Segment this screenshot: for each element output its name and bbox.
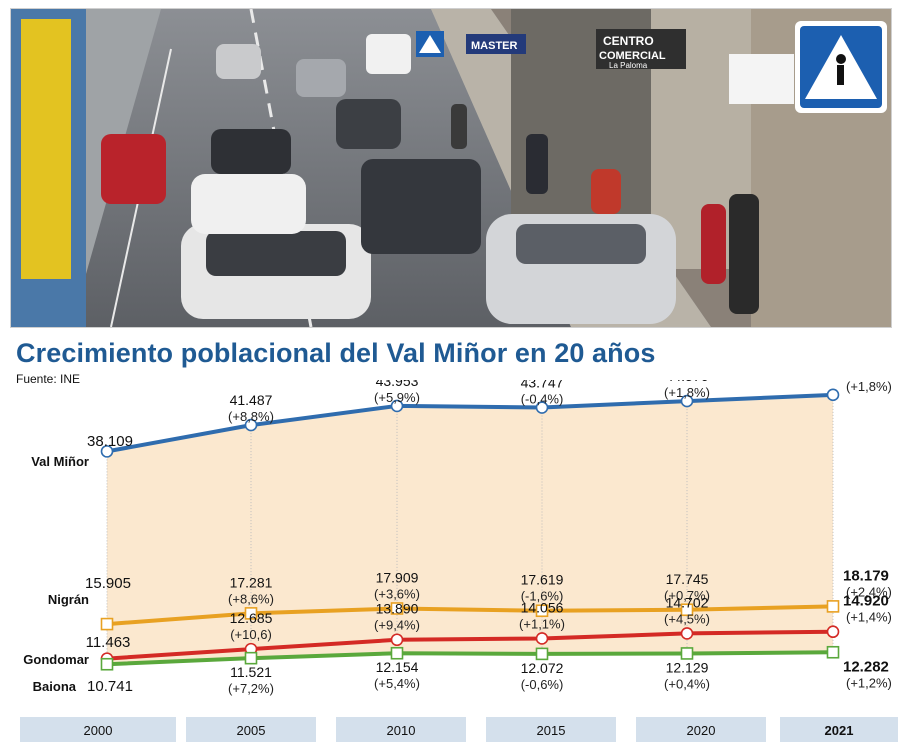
series-line	[106, 392, 834, 454]
change-label: (+8,6%)	[228, 591, 274, 606]
x-axis-cell	[780, 717, 898, 742]
change-label: (+0,4%)	[664, 676, 710, 691]
data-point	[244, 418, 258, 432]
data-point	[826, 388, 840, 402]
value-label: 17.909	[376, 569, 419, 585]
chart-source: Fuente: INE	[16, 372, 81, 386]
x-tick-label: 2000	[84, 723, 113, 738]
population-line-chart: 38.10941.487(+8,8%)43.953(+5,9%)43.747(-…	[20, 380, 898, 742]
data-point	[826, 645, 840, 659]
x-axis-cell	[186, 717, 316, 742]
change-label: (-0,4%)	[521, 392, 564, 407]
value-label: 10.741	[87, 678, 133, 695]
change-label: (+1,4%)	[846, 610, 892, 625]
data-point	[535, 401, 549, 414]
value-label: 17.281	[230, 574, 273, 590]
value-label: 44.576	[666, 380, 709, 384]
series-line	[106, 650, 834, 667]
x-axis-cell	[636, 717, 766, 742]
data-point	[244, 651, 258, 665]
x-axis-cell	[336, 717, 466, 742]
change-label: (+7,2%)	[228, 681, 274, 696]
data-point	[390, 633, 404, 647]
data-point	[100, 617, 114, 631]
data-point	[390, 646, 404, 660]
change-label: (+0,7%)	[664, 588, 710, 603]
value-label: 41.487	[230, 392, 273, 408]
x-tick-label: 2010	[387, 723, 416, 738]
value-label: 17.619	[521, 572, 564, 588]
data-point	[680, 394, 694, 408]
series-line	[106, 629, 834, 661]
value-label: 11.521	[230, 664, 272, 680]
value-label: 12.282	[843, 658, 889, 675]
data-point	[100, 657, 114, 671]
data-point	[826, 600, 840, 613]
data-point	[680, 647, 694, 660]
change-label: (+5,9%)	[374, 390, 420, 405]
value-label: 38.109	[87, 433, 133, 450]
street-photo: MASTER CENTRO COMERCIAL La Paloma	[10, 8, 892, 328]
data-point	[680, 627, 694, 640]
data-point	[244, 607, 258, 620]
data-point	[680, 603, 694, 617]
change-label: (+4,5%)	[664, 611, 710, 626]
value-label: 14.702	[666, 594, 709, 610]
series-name-label: Baiona	[33, 679, 77, 694]
x-axis-cell	[20, 717, 176, 742]
change-label: (+10,6)	[230, 627, 272, 642]
change-label: (+2,4%)	[846, 584, 892, 599]
value-label: 11.463	[86, 634, 131, 651]
value-label: 43.747	[521, 380, 564, 391]
value-label: 12.072	[521, 660, 564, 676]
value-label: 12.154	[376, 659, 419, 675]
population-area	[107, 394, 833, 665]
change-label: (+9,4%)	[374, 618, 420, 633]
sign-master: MASTER	[471, 40, 518, 52]
change-label: (+1,1%)	[519, 616, 565, 631]
change-label: (+1,8%)	[846, 380, 892, 394]
value-label: 12.129	[666, 659, 709, 675]
change-label: (+1,8%)	[664, 385, 710, 400]
change-label: (+5,4%)	[374, 676, 420, 691]
sign-centro: CENTRO	[603, 34, 654, 48]
x-axis-cell	[486, 717, 616, 742]
value-label: 14.056	[521, 599, 564, 615]
data-point	[100, 445, 114, 458]
value-label: 13.890	[376, 601, 419, 617]
x-tick-label: 2020	[687, 723, 716, 738]
change-label: (+3,6%)	[374, 586, 420, 601]
series-name-label: Nigrán	[48, 592, 89, 607]
x-tick-label: 2005	[237, 723, 266, 738]
series-name-label: Val Miñor	[31, 454, 89, 469]
value-label: 17.745	[666, 571, 709, 587]
series-line	[106, 604, 834, 627]
change-label: (-1,6%)	[521, 589, 564, 604]
change-label: (+1,2%)	[846, 675, 892, 690]
data-point	[535, 647, 549, 661]
data-point	[390, 602, 404, 615]
value-label: 14.920	[843, 593, 889, 610]
series-name-label: Gondomar	[23, 652, 89, 667]
value-label: 43.953	[376, 380, 419, 389]
data-point	[826, 625, 840, 639]
data-point	[390, 399, 404, 413]
sign-comercial: COMERCIAL	[599, 50, 666, 62]
value-label: 18.179	[843, 567, 889, 584]
change-label: (+8,8%)	[228, 409, 274, 424]
change-label: (-0,6%)	[521, 677, 564, 692]
x-tick-label: 2021	[825, 723, 854, 738]
x-tick-label: 2015	[537, 723, 566, 738]
chart-title: Crecimiento poblacional del Val Miñor en…	[16, 338, 656, 368]
value-label: 12.685	[230, 610, 273, 626]
sign-paloma: La Paloma	[609, 61, 648, 70]
data-point	[535, 632, 549, 645]
value-label: 15.905	[85, 575, 131, 592]
data-point	[535, 604, 549, 618]
